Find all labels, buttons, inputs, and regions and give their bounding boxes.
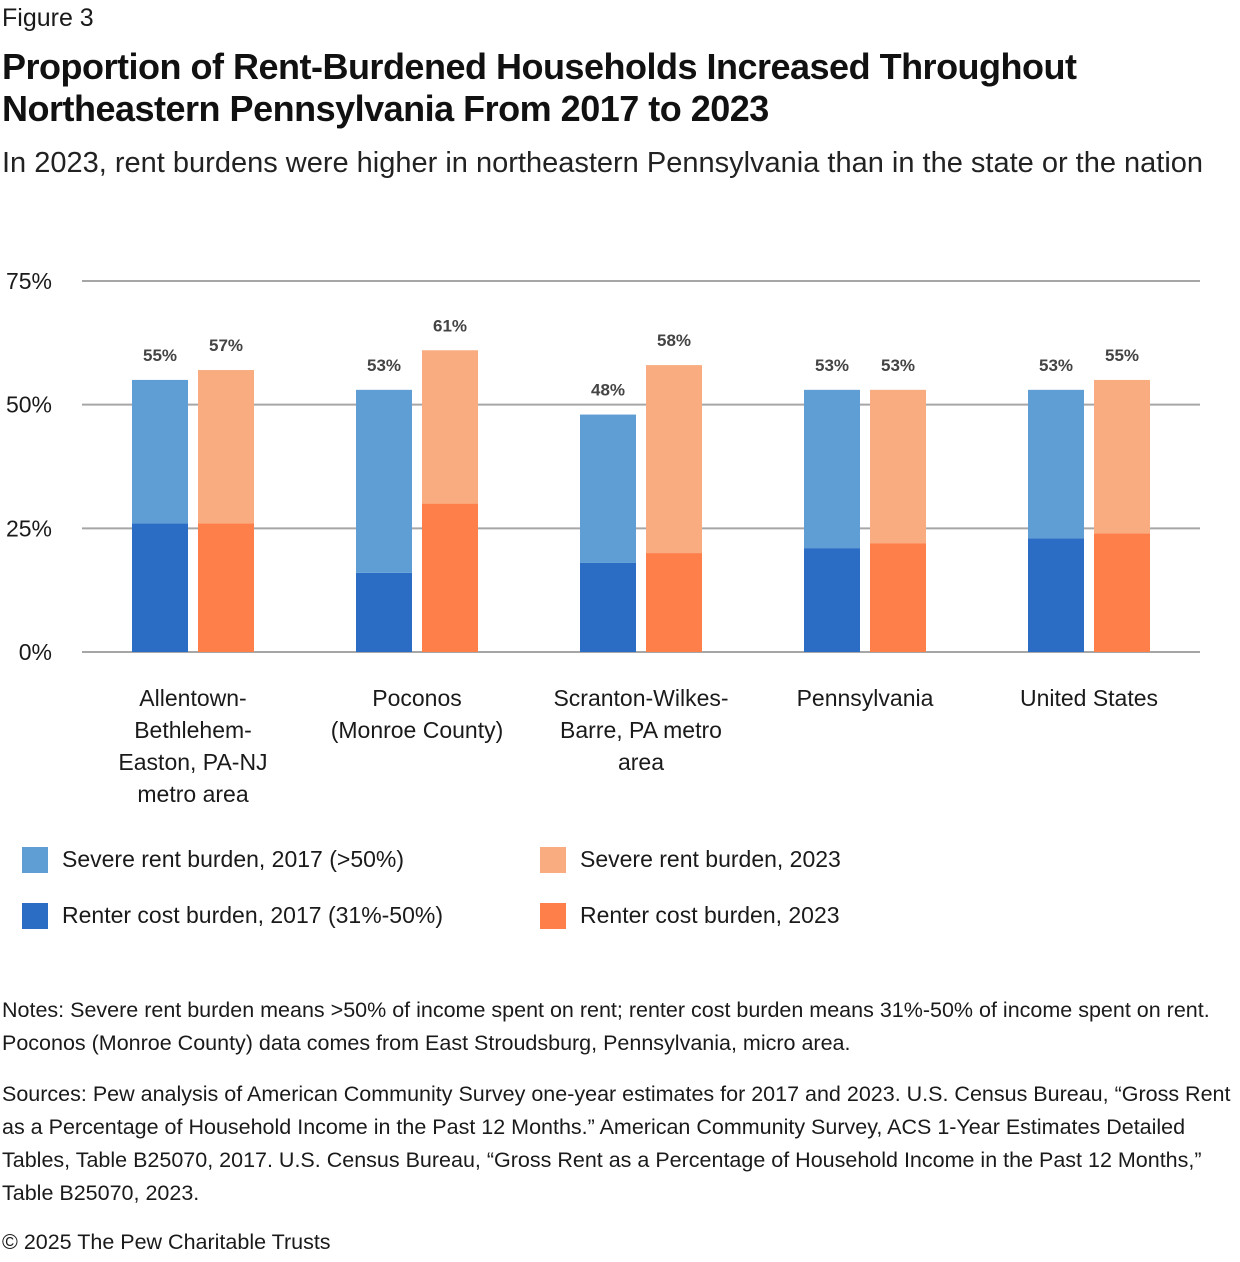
- bar-segment-bottom-2023: [1094, 533, 1150, 652]
- notes: Notes: Severe rent burden means >50% of …: [2, 998, 1210, 1055]
- bar-segment-top-2017: [356, 389, 412, 573]
- bar-segment-bottom-2017: [1028, 538, 1084, 652]
- legend-item: Severe rent burden, 2017 (>50%): [22, 846, 404, 873]
- legend-item: Severe rent burden, 2023: [540, 846, 841, 873]
- data-label-2023: 61%: [433, 316, 467, 335]
- bar-chart: 0%25%50%75% 55%57%53%61%48%58%53% 53% 53%5…: [6, 268, 1200, 665]
- figure-label: Figure 3: [2, 4, 94, 32]
- legend-item: Renter cost burden, 2017 (31%-50%): [22, 902, 443, 929]
- x-axis-label: Scranton-Wilkes- Barre, PA metro area: [531, 682, 751, 778]
- data-label-2017: 53%: [1039, 356, 1073, 375]
- legend-swatch: [540, 902, 566, 929]
- y-tick-label: 0%: [19, 639, 52, 665]
- bar-segment-bottom-2023: [422, 503, 478, 652]
- x-axis-label: United States: [979, 682, 1199, 714]
- x-axis-label: Allentown- Bethlehem- Easton, PA-NJ metro a…: [83, 682, 303, 810]
- bar-segment-top-2023: [870, 389, 926, 544]
- data-label-2023: 55%: [1105, 346, 1139, 365]
- data-label-2023: 58%: [657, 331, 691, 350]
- legend-label: Renter cost burden, 2017 (31%-50%): [62, 902, 443, 928]
- bar-segment-top-2023: [198, 370, 254, 524]
- bar-segment-bottom-2017: [132, 523, 188, 652]
- legend-swatch: [22, 902, 48, 929]
- y-tick-label: 25%: [6, 515, 52, 541]
- bar-segment-top-2017: [804, 389, 860, 549]
- legend-item: Renter cost burden, 2023: [540, 902, 840, 929]
- data-label-2023: 53%: [881, 356, 915, 375]
- bar-segment-top-2017: [580, 414, 636, 563]
- data-label-2017: 55%: [143, 346, 177, 365]
- bar-segment-bottom-2023: [646, 553, 702, 652]
- x-axis-label-line: (Monroe County): [330, 717, 504, 743]
- x-axis-label-line: Barre, PA metro: [560, 717, 722, 743]
- data-label-2023: 57%: [209, 336, 243, 355]
- bar-segment-bottom-2017: [356, 572, 412, 652]
- bar-segment-top-2023: [422, 350, 478, 504]
- y-axis-ticks: 0% 25% 50% 75%: [6, 268, 52, 665]
- x-axis-label-line: United States: [1019, 685, 1159, 711]
- legend-label: Severe rent burden, 2023: [580, 846, 841, 872]
- x-axis-label-line: Allentown-: [139, 685, 247, 711]
- legend-swatch: [22, 846, 48, 873]
- data-label-2017: 53%: [815, 356, 849, 375]
- x-axis-label: Poconos (Monroe County): [307, 682, 527, 746]
- x-axis-label-line: area: [617, 749, 665, 775]
- chart-subtitle: In 2023, rent burdens were higher in nor…: [2, 147, 1204, 179]
- bar-segment-bottom-2017: [580, 562, 636, 652]
- chart-title: Proportion of Rent-Burdened Households I…: [2, 46, 1077, 129]
- data-labels: 55% 57% 53% 61% 48% 58% 53% 53% 53% 55%: [143, 316, 1139, 399]
- bar-segment-bottom-2023: [198, 523, 254, 652]
- x-axis-label-line: Scranton-Wilkes-: [553, 685, 729, 711]
- sources: Sources: Pew analysis of American Commun…: [2, 1082, 1231, 1205]
- gridlines: [82, 280, 1200, 653]
- x-axis-label-line: Easton, PA-NJ: [118, 749, 268, 775]
- x-axis-label-line: Poconos: [372, 685, 462, 711]
- copyright: © 2025 The Pew Charitable Trusts: [2, 1230, 331, 1254]
- x-axis-label-line: Bethlehem-: [134, 717, 252, 743]
- y-tick-label: 50%: [6, 392, 52, 418]
- legend-label: Renter cost burden, 2023: [580, 902, 840, 928]
- bar-segment-top-2023: [1094, 379, 1150, 534]
- legend-swatch: [540, 846, 566, 873]
- bar-segment-top-2017: [132, 379, 188, 524]
- bar-segment-top-2023: [646, 365, 702, 554]
- x-axis-label-line: metro area: [137, 781, 249, 807]
- data-label-2017: 48%: [591, 381, 625, 400]
- bar-segment-top-2017: [1028, 389, 1084, 539]
- x-axis-label-line: Pennsylvania: [796, 685, 934, 711]
- y-tick-label: 75%: [6, 268, 52, 294]
- bars: [132, 350, 1150, 652]
- bar-segment-bottom-2023: [870, 543, 926, 652]
- legend-label: Severe rent burden, 2017 (>50%): [62, 846, 405, 872]
- x-axis-label: Pennsylvania: [755, 682, 975, 714]
- data-label-2017: 53%: [367, 356, 401, 375]
- bar-segment-bottom-2017: [804, 548, 860, 652]
